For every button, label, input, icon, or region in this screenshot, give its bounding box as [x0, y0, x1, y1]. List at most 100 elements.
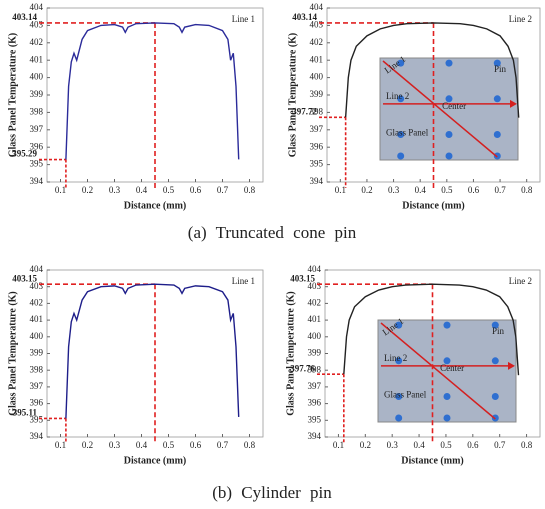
x-tick-label: 0.6: [468, 185, 480, 195]
x-tick-label: 0.1: [335, 185, 346, 195]
series-label: Line 1: [232, 276, 255, 286]
reference-label: 403.14: [292, 12, 317, 22]
pin-dot: [397, 131, 405, 138]
y-tick-label: 399: [308, 348, 322, 358]
pin-dot: [443, 357, 451, 365]
y-tick-label: 395: [30, 159, 44, 169]
pin-dot: [491, 393, 499, 400]
x-tick-label: 0.1: [55, 440, 66, 450]
chart-panel: 394 395 396 397 398 399 400 401 402 403 404 0.1 0.2 0…: [285, 264, 541, 466]
x-tick-label: 0.7: [494, 440, 506, 450]
x-tick-label: 0.3: [109, 440, 121, 450]
y-tick-label: 397: [30, 381, 44, 391]
pin-dot: [491, 414, 499, 422]
pin-dot: [443, 414, 451, 422]
x-tick-label: 0.3: [109, 185, 121, 195]
x-tick-label: 0.5: [163, 185, 175, 195]
pin-dot: [445, 131, 453, 138]
x-tick-label: 0.4: [136, 185, 148, 195]
caption: (a) Truncated cone pin: [188, 223, 357, 242]
y-tick-label: 394: [30, 176, 44, 186]
y-tick-label: 398: [30, 106, 44, 116]
x-tick-label: 0.8: [244, 185, 256, 195]
y-tick-label: 399: [30, 348, 44, 358]
inset-panel: [379, 57, 519, 161]
x-tick-label: 0.6: [190, 185, 202, 195]
y-tick-label: 401: [310, 54, 324, 64]
pin-dot: [395, 393, 403, 400]
data-line: [344, 22, 520, 118]
inset-label: Glass Panel: [386, 128, 429, 138]
x-tick-label: 0.2: [82, 185, 93, 195]
inset-label: Center: [440, 363, 464, 373]
reference-label: 397.72: [292, 106, 317, 116]
series-label: Line 2: [509, 14, 532, 24]
y-tick-label: 398: [30, 364, 44, 374]
y-tick-label: 400: [30, 72, 44, 82]
y-tick-label: 402: [308, 297, 322, 307]
y-tick-label: 395: [30, 414, 44, 424]
x-tick-label: 0.8: [244, 440, 256, 450]
y-tick-label: 399: [30, 89, 44, 99]
reference-label: 403.14: [12, 12, 37, 22]
x-tick-label: 0.3: [387, 440, 399, 450]
y-tick-label: 403: [310, 19, 324, 29]
y-tick-label: 399: [310, 89, 324, 99]
chart-panel: 394 395 396 397 398 399 400 401 402 403 404 0.1 0.2 0…: [287, 2, 541, 211]
x-tick-label: 0.4: [413, 440, 425, 450]
x-tick-label: 0.5: [441, 185, 453, 195]
caption: (b) Cylinder pin: [212, 483, 332, 502]
pin-dot: [445, 152, 453, 160]
pin-dot: [397, 95, 405, 103]
y-tick-label: 403: [30, 19, 44, 29]
y-tick-label: 400: [30, 331, 44, 341]
x-tick-label: 0.6: [467, 440, 479, 450]
inset-label: Pin: [492, 326, 505, 336]
x-tick-label: 0.5: [440, 440, 452, 450]
y-tick-label: 398: [310, 106, 324, 116]
pin-dot: [395, 357, 403, 365]
inset-label: Line 2: [386, 91, 409, 101]
x-tick-label: 0.8: [521, 185, 533, 195]
y-tick-label: 404: [30, 264, 44, 274]
y-tick-label: 394: [310, 176, 324, 186]
pin-dot: [493, 95, 501, 103]
y-tick-label: 402: [30, 297, 44, 307]
y-tick-label: 403: [308, 281, 322, 291]
x-tick-label: 0.6: [190, 440, 202, 450]
inset-line-1: [380, 322, 496, 420]
pin-dot: [491, 357, 499, 365]
x-axis-title: Distance (mm): [402, 200, 464, 211]
y-tick-label: 404: [310, 2, 324, 12]
pin-dot: [445, 95, 453, 103]
y-tick-label: 402: [310, 37, 324, 47]
inset-label: Center: [442, 101, 466, 111]
x-tick-label: 0.4: [415, 185, 427, 195]
y-axis-title: Glass Panel Temperature (K): [7, 291, 18, 416]
x-tick-label: 0.4: [136, 440, 148, 450]
y-tick-label: 395: [308, 414, 322, 424]
inset-line-1: [382, 60, 498, 158]
arrow-head: [508, 361, 515, 370]
pin-dot: [445, 59, 453, 67]
x-tick-label: 0.1: [55, 185, 66, 195]
y-tick-label: 396: [308, 398, 322, 408]
y-axis-title: Glass Panel Temperature (K): [287, 33, 298, 158]
y-tick-label: 394: [30, 431, 44, 441]
x-tick-label: 0.2: [82, 440, 93, 450]
y-tick-label: 398: [308, 364, 322, 374]
pin-dot: [443, 393, 451, 400]
x-tick-label: 0.1: [333, 440, 344, 450]
y-tick-label: 403: [30, 281, 44, 291]
y-tick-label: 397: [310, 124, 324, 134]
x-tick-label: 0.8: [521, 440, 533, 450]
y-tick-label: 404: [30, 2, 44, 12]
x-tick-label: 0.7: [494, 185, 506, 195]
inset-label: Pin: [494, 64, 507, 74]
y-tick-label: 400: [310, 72, 324, 82]
series-label: Line 2: [509, 276, 532, 286]
pin-dot: [397, 59, 405, 67]
y-axis-title: Glass Panel Temperature (K): [285, 291, 296, 416]
reference-label: 395.29: [12, 149, 37, 159]
